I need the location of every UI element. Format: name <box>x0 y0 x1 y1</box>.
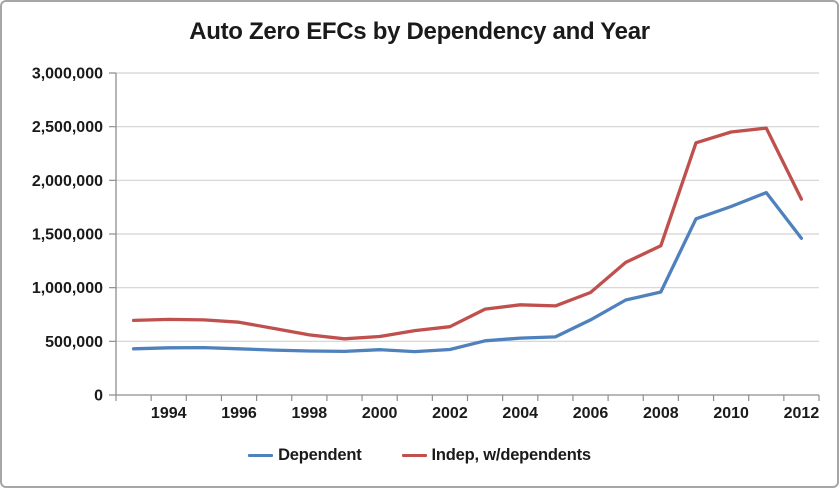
x-tick-label: 2008 <box>643 405 679 422</box>
legend-label-indep: Indep, w/dependents <box>431 446 592 464</box>
x-tick-label: 2004 <box>502 405 538 422</box>
series-line-indep-w-dependents <box>131 126 804 341</box>
x-tick-label: 2000 <box>362 405 398 422</box>
legend-item-dependent: Dependent <box>248 446 362 465</box>
y-gridlines <box>116 72 819 342</box>
indep-line-marker-icon <box>401 453 427 458</box>
legend-item-indep: Indep, w/dependents <box>401 446 592 465</box>
x-tick-label: 1994 <box>151 405 187 422</box>
chart-title: Auto Zero EFCs by Dependency and Year <box>189 18 650 45</box>
y-axis-labels: 0 500,000 1,000,000 1,500,000 2,000,000 2,500… <box>32 66 103 405</box>
y-tick-label: 2,000,000 <box>32 173 103 190</box>
x-tick-label: 1998 <box>292 405 328 422</box>
x-tick-label: 2010 <box>713 405 749 422</box>
axis-ticks <box>109 72 820 401</box>
dependent-line-marker-icon <box>248 453 274 458</box>
y-tick-label: 0 <box>94 388 103 405</box>
legend: Dependent Indep, w/dependents <box>2 446 837 465</box>
x-tick-label: 2012 <box>784 405 820 422</box>
x-axis-labels: 1994 1996 1998 2000 2002 2004 2006 2008 2010 2012 <box>151 405 819 422</box>
y-tick-label: 1,500,000 <box>32 227 103 244</box>
legend-label-dependent: Dependent <box>278 446 362 464</box>
x-tick-label: 2006 <box>573 405 609 422</box>
y-tick-label: 500,000 <box>45 334 103 351</box>
x-tick-label: 1996 <box>221 405 257 422</box>
x-tick-label: 2002 <box>432 405 468 422</box>
series-line-dependent <box>131 190 804 354</box>
y-tick-label: 3,000,000 <box>32 66 103 83</box>
y-tick-label: 2,500,000 <box>32 119 103 136</box>
y-tick-label: 1,000,000 <box>32 280 103 297</box>
